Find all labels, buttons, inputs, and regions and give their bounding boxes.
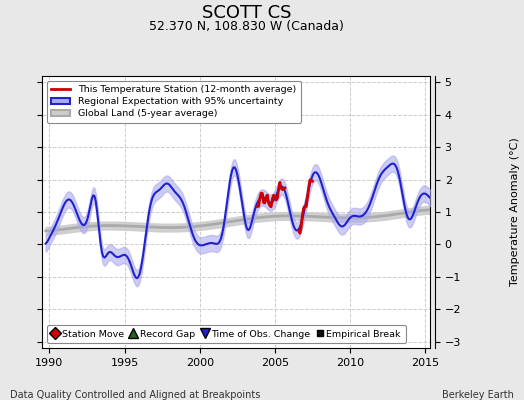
- Text: 52.370 N, 108.830 W (Canada): 52.370 N, 108.830 W (Canada): [149, 20, 344, 33]
- Legend: Station Move, Record Gap, Time of Obs. Change, Empirical Break: Station Move, Record Gap, Time of Obs. C…: [47, 325, 406, 343]
- Text: Berkeley Earth: Berkeley Earth: [442, 390, 514, 400]
- Text: SCOTT CS: SCOTT CS: [202, 4, 291, 22]
- Y-axis label: Temperature Anomaly (°C): Temperature Anomaly (°C): [510, 138, 520, 286]
- Text: Data Quality Controlled and Aligned at Breakpoints: Data Quality Controlled and Aligned at B…: [10, 390, 261, 400]
